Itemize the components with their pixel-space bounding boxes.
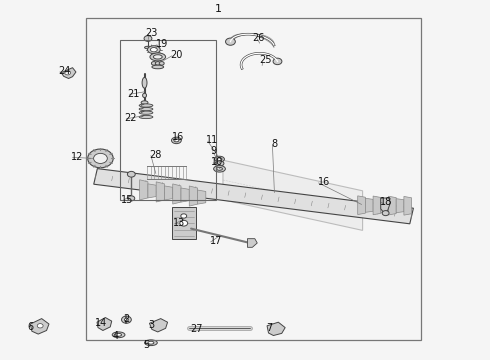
Text: 20: 20 xyxy=(171,50,183,60)
Polygon shape xyxy=(396,199,404,213)
Ellipse shape xyxy=(139,107,153,111)
Text: 7: 7 xyxy=(266,323,272,333)
Text: 6: 6 xyxy=(27,322,33,332)
Text: 2: 2 xyxy=(123,314,130,324)
Text: 15: 15 xyxy=(121,195,133,205)
Bar xyxy=(172,207,196,239)
Circle shape xyxy=(88,149,113,168)
Circle shape xyxy=(124,318,128,321)
Polygon shape xyxy=(247,239,257,247)
Text: 17: 17 xyxy=(210,236,222,246)
Polygon shape xyxy=(381,198,391,212)
Text: 3: 3 xyxy=(148,320,155,330)
Ellipse shape xyxy=(174,139,179,142)
Circle shape xyxy=(273,58,282,65)
Text: 23: 23 xyxy=(145,28,157,38)
Circle shape xyxy=(155,62,160,65)
Polygon shape xyxy=(358,196,366,215)
Ellipse shape xyxy=(141,101,148,104)
Circle shape xyxy=(128,196,135,201)
Bar xyxy=(86,18,421,340)
Ellipse shape xyxy=(139,111,153,114)
Circle shape xyxy=(122,316,131,323)
Ellipse shape xyxy=(148,341,154,344)
Polygon shape xyxy=(97,318,112,330)
Text: 12: 12 xyxy=(71,152,83,162)
Ellipse shape xyxy=(217,158,222,161)
Polygon shape xyxy=(61,68,76,78)
Ellipse shape xyxy=(214,166,225,172)
Polygon shape xyxy=(366,198,373,212)
Circle shape xyxy=(37,324,43,328)
Ellipse shape xyxy=(153,55,162,59)
Circle shape xyxy=(127,171,135,177)
Text: 4: 4 xyxy=(113,331,119,341)
Polygon shape xyxy=(30,319,49,334)
Ellipse shape xyxy=(172,137,181,144)
Text: 5: 5 xyxy=(144,340,150,350)
Circle shape xyxy=(94,153,107,163)
Ellipse shape xyxy=(147,46,160,54)
Polygon shape xyxy=(404,197,412,215)
Polygon shape xyxy=(172,184,181,204)
Polygon shape xyxy=(149,319,168,332)
Circle shape xyxy=(180,220,188,226)
Ellipse shape xyxy=(152,65,164,69)
Text: 18: 18 xyxy=(380,197,392,207)
Ellipse shape xyxy=(139,104,153,107)
Ellipse shape xyxy=(150,48,157,52)
Circle shape xyxy=(144,36,152,41)
Ellipse shape xyxy=(215,156,224,162)
Circle shape xyxy=(181,214,187,218)
Polygon shape xyxy=(389,196,396,215)
Polygon shape xyxy=(267,322,285,336)
Ellipse shape xyxy=(139,115,153,119)
Ellipse shape xyxy=(142,77,147,88)
Text: 8: 8 xyxy=(271,139,277,149)
Ellipse shape xyxy=(112,332,125,338)
Ellipse shape xyxy=(145,340,157,346)
Polygon shape xyxy=(140,180,148,200)
Polygon shape xyxy=(223,160,363,230)
Text: 22: 22 xyxy=(124,113,137,123)
Text: 9: 9 xyxy=(211,146,217,156)
Polygon shape xyxy=(156,182,165,202)
Polygon shape xyxy=(189,186,197,206)
Text: 25: 25 xyxy=(260,55,272,66)
Text: 27: 27 xyxy=(190,324,203,334)
Text: 11: 11 xyxy=(206,135,218,145)
Polygon shape xyxy=(148,184,156,198)
Ellipse shape xyxy=(150,53,166,61)
Text: 14: 14 xyxy=(95,318,107,328)
Text: 21: 21 xyxy=(127,89,140,99)
Polygon shape xyxy=(181,188,189,202)
Ellipse shape xyxy=(116,333,122,336)
Text: 13: 13 xyxy=(173,218,185,228)
Text: 19: 19 xyxy=(156,39,168,49)
Text: 1: 1 xyxy=(215,4,221,14)
Text: 26: 26 xyxy=(252,33,265,43)
Circle shape xyxy=(65,71,71,75)
Bar xyxy=(120,40,216,200)
Text: 16: 16 xyxy=(172,132,184,142)
Ellipse shape xyxy=(215,161,224,166)
Polygon shape xyxy=(373,196,381,215)
Text: 10: 10 xyxy=(211,157,223,167)
Polygon shape xyxy=(381,198,389,212)
Ellipse shape xyxy=(143,93,147,98)
Text: 24: 24 xyxy=(58,66,70,76)
Circle shape xyxy=(159,62,164,65)
Ellipse shape xyxy=(145,46,151,49)
Circle shape xyxy=(225,38,235,45)
Polygon shape xyxy=(94,168,414,224)
Polygon shape xyxy=(197,190,206,204)
Ellipse shape xyxy=(217,167,222,170)
Circle shape xyxy=(151,62,156,65)
Text: 28: 28 xyxy=(149,150,162,160)
Circle shape xyxy=(382,211,389,216)
Text: 16: 16 xyxy=(318,177,330,187)
Polygon shape xyxy=(165,186,172,200)
